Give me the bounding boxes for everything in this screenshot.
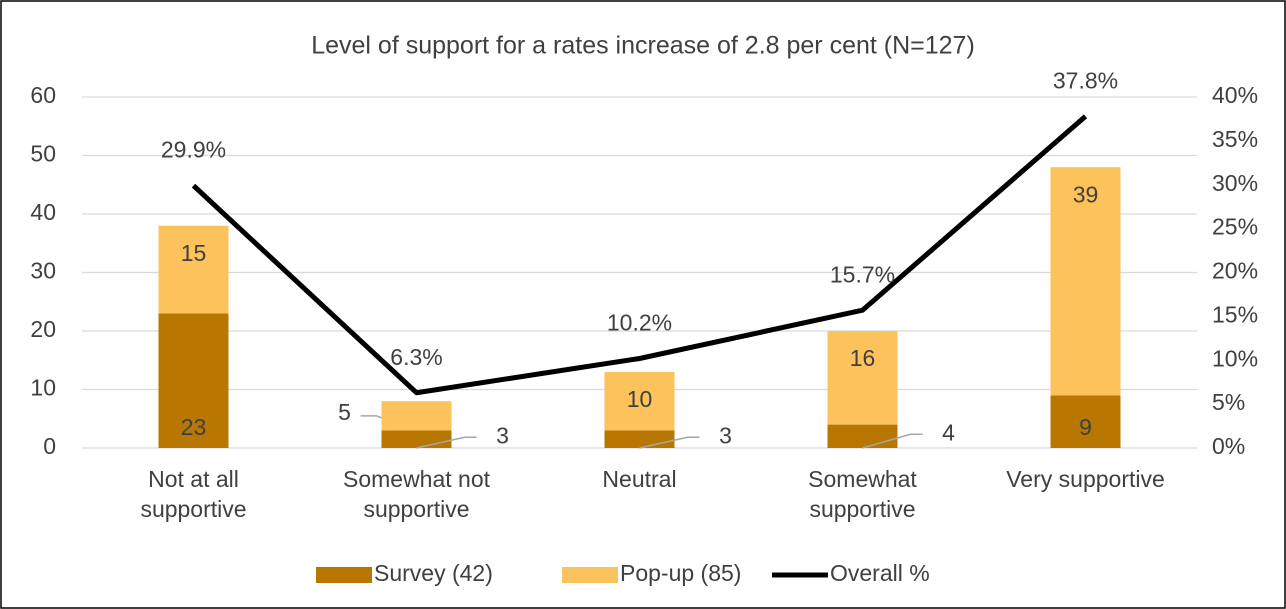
leader-line [360,415,382,419]
bar-segment [158,313,229,448]
x-tick-label: Somewhat not [343,466,491,492]
y2-tick-label: 20% [1212,258,1258,284]
bar-segment [827,331,898,425]
data-label: 15 [181,240,207,266]
x-tick-label: supportive [809,496,915,522]
data-label: 23 [181,414,207,440]
bar-segment [381,401,452,431]
x-tick-label: supportive [363,496,469,522]
line-label: 29.9% [161,137,226,163]
y-tick-label: 40 [30,199,56,225]
leader-line [416,436,477,449]
y2-tick-label: 35% [1212,126,1258,152]
line-label: 37.8% [1053,67,1118,93]
y-tick-label: 10 [30,375,56,401]
leader-line [639,436,700,449]
y-tick-label: 0 [43,433,56,459]
legend-swatch [316,567,372,583]
data-label: 4 [942,419,955,445]
y-tick-label: 20 [30,316,56,342]
y2-tick-label: 10% [1212,345,1258,371]
y2-tick-label: 5% [1212,389,1245,415]
data-label: 16 [850,345,876,371]
line-label: 10.2% [607,310,672,336]
x-tick-label: Somewhat [808,466,917,492]
chart-title: Level of support for a rates increase of… [311,32,975,60]
y2-tick-label: 30% [1212,170,1258,196]
leader-line [862,433,923,449]
y2-tick-label: 0% [1212,433,1245,459]
y-tick-label: 30 [30,258,56,284]
line-label: 15.7% [830,261,895,287]
x-tick-label: Not at all [148,466,239,492]
data-label: 10 [627,386,653,412]
legend-swatch [562,567,618,583]
data-label: 3 [496,422,509,448]
bar-segment [158,225,229,314]
legend-label: Pop-up (85) [620,560,741,586]
x-tick-label: Very supportive [1006,466,1165,492]
bar-segment [381,430,452,448]
bar-segment [827,424,898,448]
bar-segment [604,371,675,431]
bar-segment [1050,167,1121,396]
x-tick-label: Neutral [602,466,676,492]
data-label: 39 [1073,181,1099,207]
data-label: 9 [1079,414,1092,440]
bar-segment [604,430,675,448]
line-series [191,114,1088,396]
data-label: 3 [719,422,732,448]
y-tick-label: 60 [30,82,56,108]
bar-segment [1050,395,1121,448]
y2-tick-label: 25% [1212,214,1258,240]
y2-tick-label: 15% [1212,301,1258,327]
legend-label: Overall % [830,560,930,586]
legend-label: Survey (42) [374,560,493,586]
data-label: 5 [338,399,351,425]
line-label: 6.3% [390,344,442,370]
y2-tick-label: 40% [1212,82,1258,108]
y-tick-label: 50 [30,141,56,167]
x-tick-label: supportive [140,496,246,522]
